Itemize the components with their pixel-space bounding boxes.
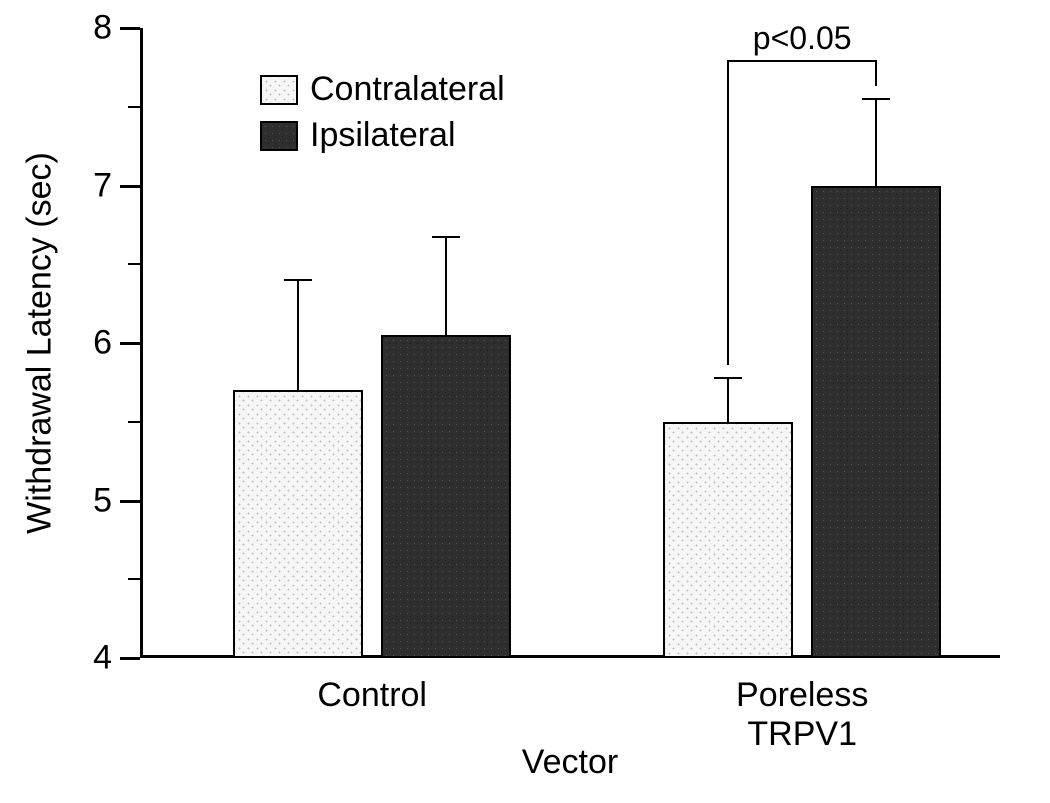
x-axis-title: Vector [522, 743, 618, 782]
error-bar-cap [284, 279, 312, 281]
legend: Contralateral Ipsilateral [260, 75, 560, 167]
y-minor-tick [128, 263, 140, 265]
legend-swatch-contralateral [260, 75, 298, 105]
y-tick [120, 185, 140, 188]
x-category-label: Control [317, 676, 427, 715]
significance-bracket [875, 60, 877, 87]
x-category-label: Poreless TRPV1 [678, 676, 926, 754]
y-tick [120, 500, 140, 503]
y-tick-label: 8 [70, 9, 112, 48]
y-tick-label: 6 [70, 324, 112, 363]
legend-label-ipsilateral: Ipsilateral [310, 116, 456, 155]
significance-bracket [727, 60, 877, 62]
y-tick [120, 657, 140, 660]
y-axis-title: Withdrawal Latency (sec) [21, 152, 60, 534]
significance-label: p<0.05 [753, 20, 852, 57]
legend-label-contralateral: Contralateral [310, 70, 505, 109]
y-tick [120, 27, 140, 30]
y-minor-tick [128, 106, 140, 108]
error-bar [875, 99, 877, 186]
error-bar [445, 237, 447, 335]
y-minor-tick [128, 421, 140, 423]
y-tick-label: 7 [70, 166, 112, 205]
error-bar [727, 378, 729, 422]
y-tick-label: 5 [70, 481, 112, 520]
bar [233, 390, 363, 658]
figure: Withdrawal Latency (sec) Vector Contrala… [0, 0, 1050, 803]
error-bar-cap [432, 236, 460, 238]
error-bar-cap [862, 98, 890, 100]
bar [663, 422, 793, 658]
bar [381, 335, 511, 658]
y-tick-label: 4 [70, 639, 112, 678]
y-minor-tick [128, 578, 140, 580]
y-tick [120, 342, 140, 345]
bar [811, 186, 941, 659]
legend-swatch-ipsilateral [260, 121, 298, 151]
error-bar-cap [714, 377, 742, 379]
error-bar [297, 280, 299, 390]
significance-bracket [727, 60, 729, 366]
